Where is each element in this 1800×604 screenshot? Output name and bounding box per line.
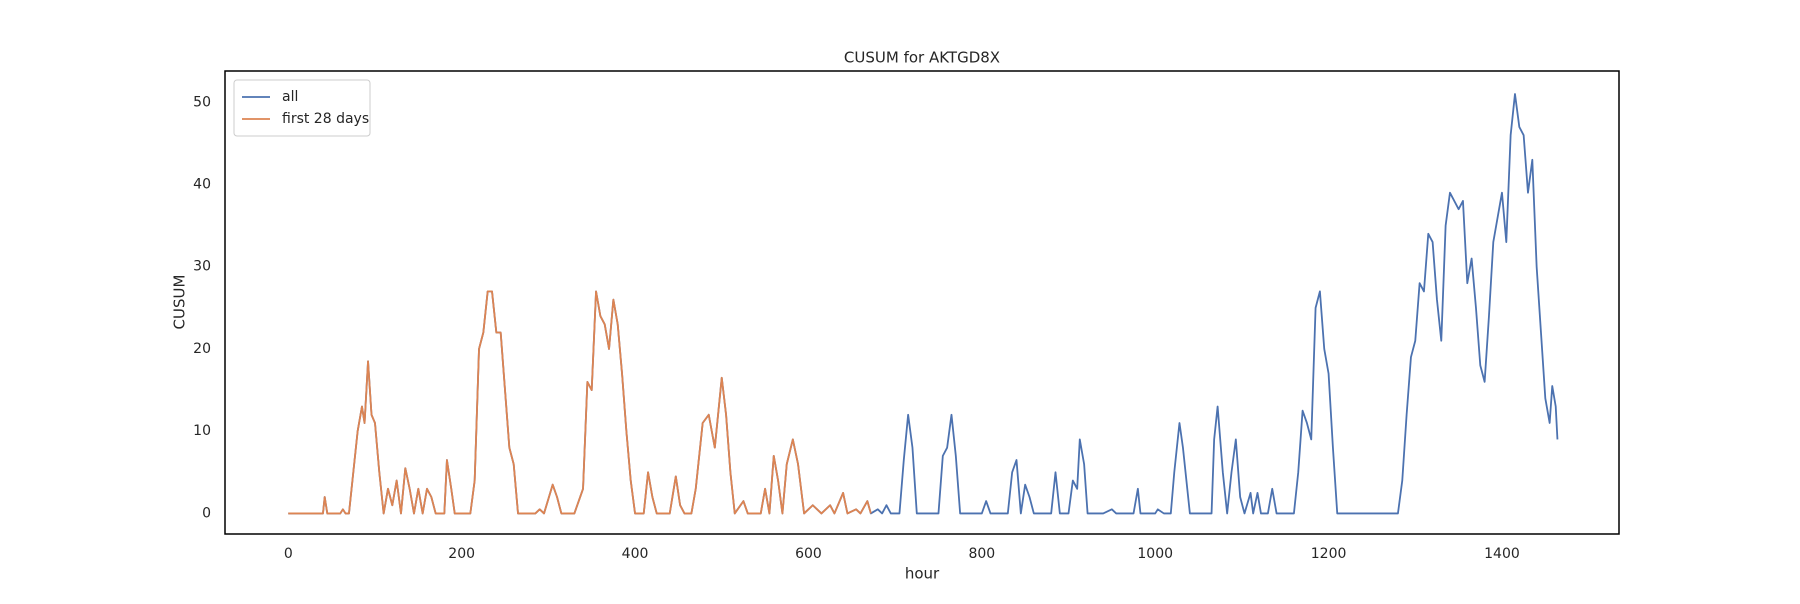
legend-label: first 28 days xyxy=(282,111,369,127)
x-tick-label: 800 xyxy=(968,546,995,562)
legend: all first 28 days xyxy=(233,79,371,137)
series-line xyxy=(288,290,872,515)
y-tick-label: 50 xyxy=(193,94,211,110)
x-tick-label: 200 xyxy=(448,546,475,562)
x-tick-label: 0 xyxy=(284,546,293,562)
y-axis-label: CUSUM xyxy=(171,275,189,330)
series-line xyxy=(288,93,1559,515)
x-tick-label: 400 xyxy=(622,546,649,562)
legend-box xyxy=(233,79,371,137)
y-tick-label: 40 xyxy=(193,176,211,192)
x-tick-label: 600 xyxy=(795,546,822,562)
x-axis-label: hour xyxy=(905,565,940,583)
x-tick-label: 1400 xyxy=(1484,546,1520,562)
chart-title: CUSUM for AKTGD8X xyxy=(844,49,1000,67)
plot-frame xyxy=(224,70,1620,535)
y-tick-label: 20 xyxy=(193,341,211,357)
x-tick-label: 1000 xyxy=(1137,546,1173,562)
legend-label: all xyxy=(282,89,298,105)
x-tick-label: 1200 xyxy=(1311,546,1347,562)
y-tick-label: 0 xyxy=(202,505,211,521)
y-tick-label: 30 xyxy=(193,259,211,275)
y-tick-label: 10 xyxy=(193,423,211,439)
